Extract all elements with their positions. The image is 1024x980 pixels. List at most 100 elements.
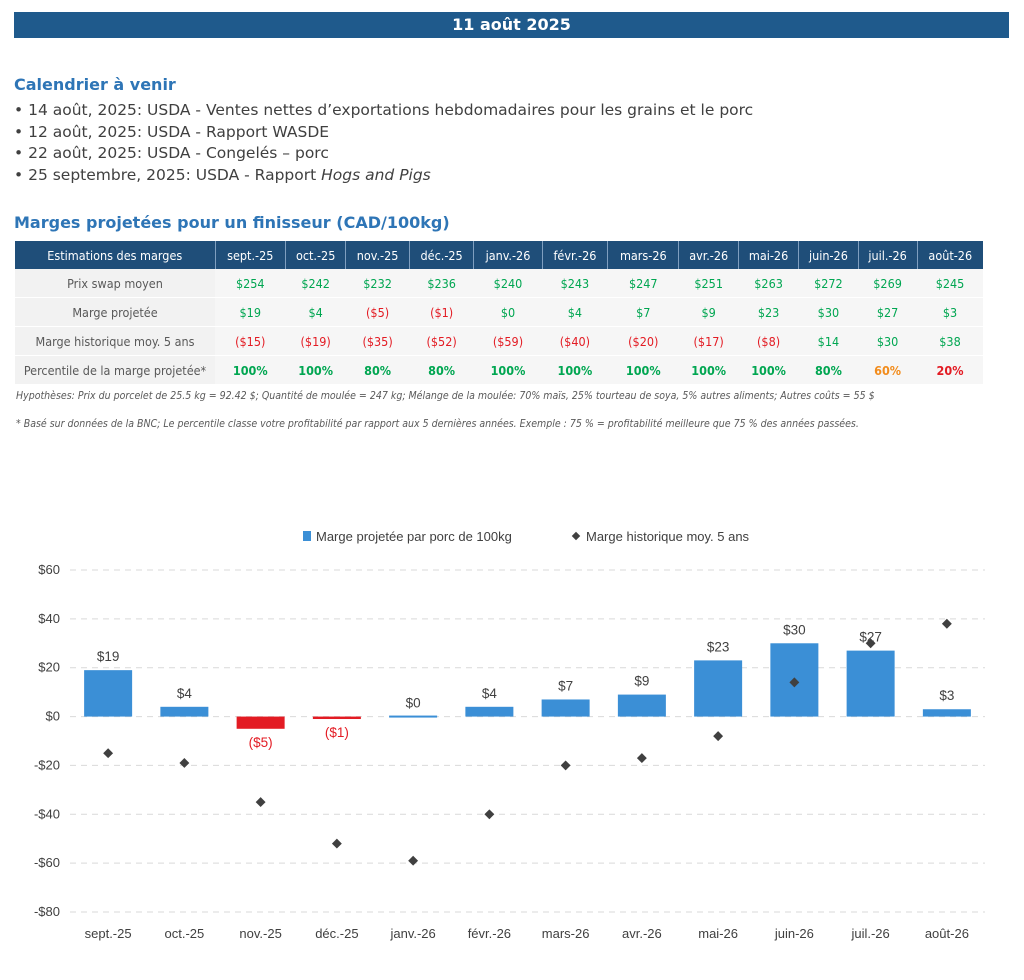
table-cell: $27 <box>858 297 918 327</box>
bar <box>694 660 743 717</box>
table-cell: $232 <box>345 269 410 298</box>
table-cell: ($5) <box>345 297 410 327</box>
table-row: Prix swap moyen $254 $242 $232 $236 $240 $243 $… <box>15 269 983 298</box>
bar-data-label: $27 <box>859 630 882 645</box>
legend-label-bar: Marge projetée par porc de 100kg <box>316 529 512 544</box>
table-cell: $247 <box>607 269 679 298</box>
hypotheses-note: Hypothèses: Prix du porcelet de 25.5 kg … <box>16 390 875 402</box>
calendar-item-text: 22 août, 2025: USDA - Congelés – porc <box>28 144 329 162</box>
table-cell: $243 <box>542 269 608 298</box>
x-tick-label: juil.-26 <box>850 926 889 941</box>
table-cell: $4 <box>542 297 608 327</box>
y-tick-label: -$20 <box>34 757 60 772</box>
history-marker <box>865 638 876 649</box>
calendar-list: 14 août, 2025: USDA - Ventes nettes d’ex… <box>14 100 753 186</box>
history-marker <box>713 731 724 742</box>
table-header-month: sept.-25 <box>215 241 287 269</box>
table-cell: $263 <box>738 269 799 298</box>
x-tick-label: août-26 <box>925 926 969 941</box>
history-marker <box>255 797 266 808</box>
table-cell: 80% <box>345 355 410 385</box>
legend-swatch-marker <box>571 531 581 541</box>
history-marker <box>941 618 952 629</box>
table-cell: 100% <box>473 355 543 385</box>
table-header-label: Estimations des marges <box>15 241 216 269</box>
history-marker <box>408 855 419 866</box>
bar-data-label: $30 <box>783 622 806 637</box>
table-cell: 60% <box>858 355 918 385</box>
table-cell: 80% <box>409 355 474 385</box>
table-cell: ($17) <box>678 326 739 356</box>
table-cell: ($8) <box>738 326 799 356</box>
table-row: Marge historique moy. 5 ans ($15) ($19) ($3… <box>15 326 983 356</box>
table-row: Marge projetée $19 $4 ($5) ($1) $0 $4 $7 $9 $23 $3… <box>15 297 983 327</box>
table-header-month: nov.-25 <box>345 241 410 269</box>
history-marker <box>636 753 647 764</box>
table-cell: $269 <box>858 269 918 298</box>
table-cell: $30 <box>798 297 859 327</box>
bar <box>84 670 133 717</box>
table-cell: 80% <box>798 355 859 385</box>
table-header-month: juin-26 <box>798 241 859 269</box>
y-tick-label: -$80 <box>34 904 60 919</box>
bar-data-label: $19 <box>97 649 120 664</box>
table-header-month: oct.-25 <box>285 241 347 269</box>
table-cell: $14 <box>798 326 859 356</box>
history-marker <box>331 838 342 849</box>
table-cell: $236 <box>409 269 474 298</box>
date-banner: 11 août 2025 <box>14 12 1009 38</box>
bar-data-label: ($5) <box>249 735 273 750</box>
bar-data-label: $7 <box>558 678 573 693</box>
bar-data-label: ($1) <box>325 725 349 740</box>
table-cell: $19 <box>215 297 286 327</box>
bar-data-label: $4 <box>177 686 193 701</box>
history-marker <box>103 748 114 759</box>
bar-data-label: $3 <box>939 688 954 703</box>
table-cell: $7 <box>607 297 679 327</box>
legend-swatch-bar <box>303 531 311 541</box>
bar-data-label: $4 <box>482 686 498 701</box>
calendar-item: 22 août, 2025: USDA - Congelés – porc <box>14 143 753 165</box>
calendar-item: 12 août, 2025: USDA - Rapport WASDE <box>14 122 753 144</box>
table-cell: ($59) <box>473 326 543 356</box>
bar <box>617 694 666 717</box>
table-cell: ($20) <box>607 326 679 356</box>
x-tick-label: nov.-25 <box>239 926 281 941</box>
row-label: Marge historique moy. 5 ans <box>15 326 215 356</box>
table-cell: ($52) <box>409 326 474 356</box>
margins-table: Estimations des marges sept.-25 oct.-25 nov… <box>15 241 983 385</box>
table-header-month: mars-26 <box>607 241 680 269</box>
table-header-month: avr.-26 <box>678 241 739 269</box>
x-tick-label: mai-26 <box>698 926 738 941</box>
x-tick-label: déc.-25 <box>315 926 358 941</box>
footnote: * Basé sur données de la BNC; Le percent… <box>16 418 859 430</box>
table-cell: ($15) <box>215 326 286 356</box>
y-tick-label: $60 <box>38 562 60 577</box>
y-tick-label: $0 <box>46 709 60 724</box>
table-cell: $4 <box>285 297 346 327</box>
calendar-title: Calendrier à venir <box>14 75 176 94</box>
table-header-month: déc.-25 <box>409 241 475 269</box>
y-tick-label: $20 <box>38 660 60 675</box>
x-tick-label: juin-26 <box>774 926 814 941</box>
table-header-month: janv.-26 <box>473 241 543 269</box>
table-header-month: mai-26 <box>738 241 800 269</box>
table-cell: $3 <box>917 297 983 327</box>
table-header-month: juil.-26 <box>858 241 918 269</box>
y-tick-label: -$40 <box>34 806 60 821</box>
bar <box>389 715 438 718</box>
calendar-item-italic: Hogs and Pigs <box>321 165 431 184</box>
table-cell: 20% <box>917 355 983 385</box>
bar <box>160 706 209 717</box>
table-cell: 100% <box>285 355 346 385</box>
bar-data-label: $9 <box>634 674 649 689</box>
table-cell: $242 <box>285 269 346 298</box>
calendar-item-text: 25 septembre, 2025: USDA - Rapport <box>28 165 322 184</box>
history-marker <box>560 760 571 771</box>
row-label: Prix swap moyen <box>15 269 215 298</box>
bar <box>465 706 514 717</box>
row-label: Percentile de la marge projetée* <box>15 355 215 385</box>
table-cell: ($40) <box>542 326 608 356</box>
history-marker <box>484 809 495 820</box>
